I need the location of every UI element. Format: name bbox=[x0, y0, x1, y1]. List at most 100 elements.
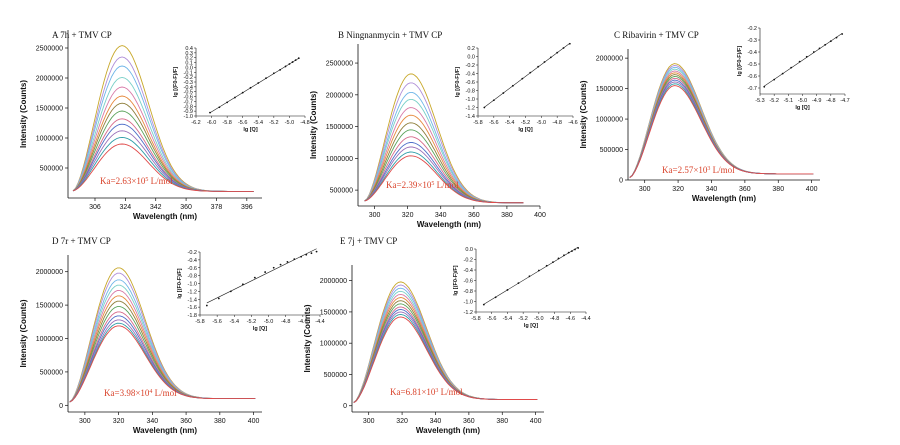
inset-data-point bbox=[773, 78, 776, 81]
x-tick-label: 320 bbox=[672, 186, 684, 193]
inset-data-point bbox=[798, 60, 801, 63]
inset-y-tick-label: -1.2 bbox=[188, 289, 197, 295]
inset-data-point bbox=[543, 61, 546, 63]
inset-x-title: lg [Q] bbox=[518, 127, 533, 133]
inset-data-point bbox=[805, 55, 808, 58]
inset-y-tick-label: -1.6 bbox=[188, 305, 197, 311]
ka-annotation: Ka=2.39×105 L/mol bbox=[386, 180, 459, 190]
inset-data-point bbox=[218, 106, 221, 109]
inset-x-tick-label: -4.8 bbox=[300, 120, 309, 126]
panel-b: B Ningnanmycin + TMV CP 300 320 340 360 380 40… bbox=[309, 30, 578, 229]
inset-x-title: lg [Q] bbox=[243, 127, 258, 133]
inset-y-tick-label: -0.8 bbox=[188, 274, 197, 280]
inset-y-tick-label: -0.4 bbox=[188, 258, 197, 264]
inset-x-tick-label: -5.0 bbox=[537, 120, 546, 126]
panel-e: E 7j + TMV CP 300 320 340 360 380 400 0 500000 10… bbox=[303, 236, 591, 435]
inset-data-point bbox=[257, 82, 260, 84]
x-tick-label: 300 bbox=[363, 418, 375, 425]
inset-y-title: lg [(F0-F)/F] bbox=[173, 67, 179, 97]
ka-annotation: Ka=2.57×103 L/mol bbox=[662, 165, 735, 175]
spectrum-line bbox=[629, 63, 814, 178]
x-tick-label: 340 bbox=[147, 418, 159, 425]
inset-y-tick-label: -0.2 bbox=[464, 258, 473, 264]
x-axis-title: Wavelength (nm) bbox=[417, 220, 481, 229]
x-tick-label: 360 bbox=[180, 418, 192, 425]
x-tick-label: 400 bbox=[248, 418, 260, 425]
x-tick-label: 340 bbox=[430, 418, 442, 425]
x-axis-title: Wavelength (nm) bbox=[692, 194, 756, 203]
panel-title: C Ribavirin + TMV CP bbox=[614, 30, 699, 40]
inset-y-tick-label: -0.6 bbox=[748, 74, 757, 80]
inset-x-title: lg [Q] bbox=[253, 326, 268, 332]
inset-y-tick-label: -0.6 bbox=[188, 266, 197, 272]
inset-y-tick-label: -0.8 bbox=[466, 89, 475, 95]
y-tick-label: 0 bbox=[343, 403, 347, 410]
inset-x-tick-label: -5.4 bbox=[254, 120, 263, 126]
inset-data-point bbox=[294, 59, 297, 62]
panel-a: A 7h + TMV CP 306 324 342 360 378 396 500000 100… bbox=[19, 30, 310, 221]
inset-x-tick-label: -5.0 bbox=[285, 120, 294, 126]
inset-data-point bbox=[562, 47, 565, 49]
x-tick-label: 300 bbox=[369, 212, 381, 219]
inset-y-tick-label: -0.6 bbox=[464, 279, 473, 285]
x-tick-label: 380 bbox=[496, 418, 508, 425]
y-tick-label: 1000000 bbox=[596, 117, 623, 124]
inset-y-tick-label: -0.4 bbox=[748, 50, 757, 56]
inset-data-point bbox=[226, 101, 229, 104]
ka-annotation: Ka=6.81×103 L/mol bbox=[390, 387, 463, 397]
inset-data-point bbox=[265, 77, 267, 80]
spectrum-line bbox=[364, 155, 524, 204]
inset-y-tick-label: 0.0 bbox=[465, 247, 473, 253]
inset-y-tick-label: -0.7 bbox=[748, 86, 757, 92]
inset-x-tick-label: -5.8 bbox=[222, 120, 231, 126]
y-tick-label: 1500000 bbox=[320, 309, 347, 316]
inset-data-point bbox=[305, 253, 308, 256]
inset-y-tick-label: -1.0 bbox=[188, 282, 197, 288]
inset-fit-line bbox=[484, 42, 571, 108]
inset-y-tick-label: -0.2 bbox=[184, 75, 193, 81]
inset-data-point bbox=[824, 43, 827, 46]
y-tick-label: 1000000 bbox=[320, 341, 347, 348]
inset-y-tick-label: -1.8 bbox=[188, 313, 197, 319]
inset-x-tick-label: -5.6 bbox=[212, 319, 221, 325]
inset-data-point bbox=[253, 276, 256, 279]
inset-y-tick-label: -0.3 bbox=[184, 80, 193, 86]
inset-x-tick-label: -5.6 bbox=[489, 120, 498, 126]
inset-data-point bbox=[217, 297, 220, 300]
y-tick-label: 2000000 bbox=[326, 92, 353, 99]
inset-data-point bbox=[563, 254, 565, 257]
panel-title: A 7h + TMV CP bbox=[52, 30, 112, 40]
inset-x-tick-label: -4.4 bbox=[315, 319, 324, 325]
inset-y-tick-label: -0.7 bbox=[184, 99, 193, 105]
inset-data-point bbox=[286, 260, 289, 263]
spectrum-line bbox=[629, 68, 814, 178]
inset-x-tick-label: -5.4 bbox=[505, 120, 514, 126]
inset-data-point bbox=[492, 99, 495, 102]
inset-x-tick-label: -5.2 bbox=[247, 319, 256, 325]
x-tick-label: 360 bbox=[180, 204, 192, 211]
inset-y-title: lg [(F0-F)/F] bbox=[453, 265, 459, 295]
inset-data-point bbox=[549, 56, 552, 59]
inset-x-tick-label: -4.9 bbox=[812, 98, 821, 104]
inset-data-point bbox=[272, 266, 275, 269]
inset-y-tick-label: -1.2 bbox=[466, 106, 475, 112]
inset-x-tick-label: -5.2 bbox=[769, 98, 778, 104]
inset-data-point bbox=[506, 289, 509, 291]
inset-data-point bbox=[790, 66, 793, 69]
spectrum-line bbox=[69, 325, 256, 403]
y-tick-label: 0 bbox=[619, 178, 623, 185]
inset-data-point bbox=[272, 72, 275, 75]
x-tick-label: 400 bbox=[530, 418, 542, 425]
inset-y-tick-label: -0.2 bbox=[466, 63, 475, 69]
inset-y-title: lg [(F0-F)/F] bbox=[737, 46, 743, 76]
inset-data-point bbox=[517, 282, 520, 285]
inset-x-tick-label: -4.8 bbox=[550, 316, 559, 322]
x-tick-label: 340 bbox=[435, 212, 447, 219]
x-tick-label: 396 bbox=[241, 204, 253, 211]
y-axis-title: Intensity (Counts) bbox=[309, 91, 318, 159]
x-tick-label: 300 bbox=[79, 418, 91, 425]
inset-data-point bbox=[482, 303, 485, 306]
inset-data-point bbox=[264, 271, 267, 273]
inset-x-tick-label: -4.6 bbox=[568, 120, 577, 126]
